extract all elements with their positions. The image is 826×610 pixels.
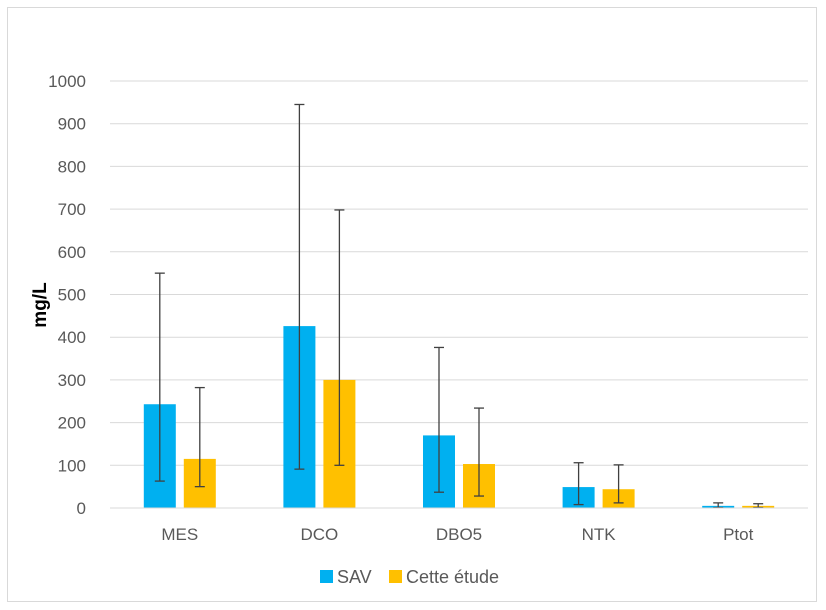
- y-tick-label: 100: [58, 456, 86, 475]
- legend-swatch: [320, 570, 333, 583]
- legend-swatch: [389, 570, 402, 583]
- y-tick-label: 1000: [48, 72, 86, 91]
- x-tick-label: DCO: [301, 525, 339, 544]
- error-bars: [154, 103, 764, 509]
- y-tick-label: 0: [77, 499, 86, 518]
- x-tick-label: NTK: [582, 525, 617, 544]
- y-axis-label: mg/L: [30, 282, 51, 328]
- y-axis-ticks: 0 100 200 300 400 500 600 700 800 900 1000: [48, 72, 86, 518]
- bar-chart: 0 100 200 300 400 500 600 700 800 900 1000 mg/L ME…: [30, 72, 808, 587]
- y-tick-label: 600: [58, 243, 86, 262]
- gridlines: [110, 80, 808, 466]
- y-tick-label: 900: [58, 115, 86, 134]
- legend-label: Cette étude: [406, 567, 499, 587]
- legend: SAV Cette étude: [320, 567, 499, 587]
- x-tick-label: Ptot: [723, 525, 754, 544]
- bars: [143, 326, 775, 508]
- legend-label: SAV: [337, 567, 372, 587]
- x-tick-label: DBO5: [436, 525, 482, 544]
- chart-container: 0 100 200 300 400 500 600 700 800 900 1000 mg/L ME…: [7, 7, 817, 602]
- y-tick-label: 800: [58, 157, 86, 176]
- x-axis-ticks: MES DCO DBO5 NTK Ptot: [161, 525, 753, 544]
- x-tick-label: MES: [161, 525, 198, 544]
- y-tick-label: 700: [58, 200, 86, 219]
- y-tick-label: 300: [58, 371, 86, 390]
- y-tick-label: 200: [58, 414, 86, 433]
- y-tick-label: 500: [58, 286, 86, 305]
- y-tick-label: 400: [58, 328, 86, 347]
